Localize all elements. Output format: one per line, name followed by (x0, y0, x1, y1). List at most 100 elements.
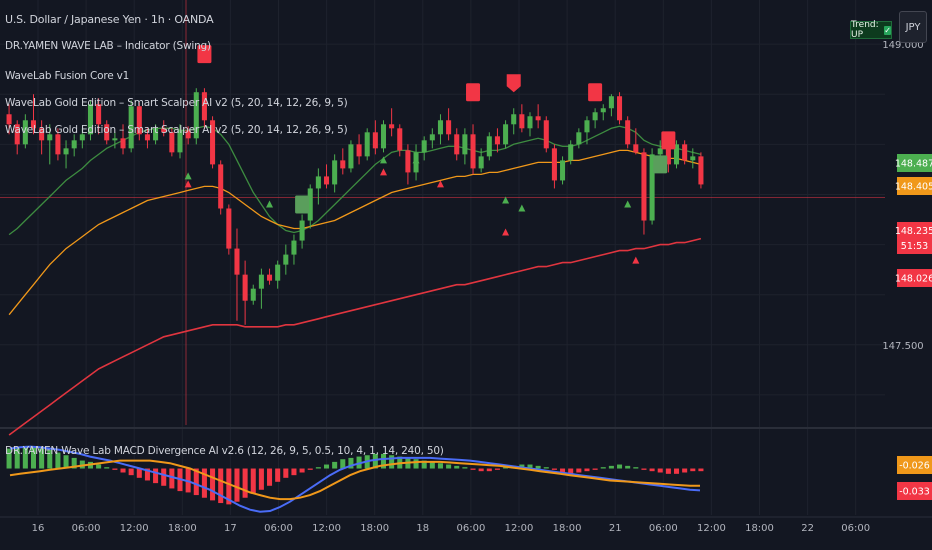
price-label: 148.405 (895, 177, 932, 195)
candle (307, 184, 313, 229)
macd-histogram-bar (503, 467, 509, 469)
candle (250, 284, 256, 305)
x-tick-label: 18:00 (168, 523, 197, 534)
candle (682, 140, 688, 165)
price-axis: 147.500 149.000 148.487 148.405 148.235 51:53… (882, 40, 932, 500)
candle (690, 148, 696, 169)
signal-marker-sell-tri (632, 256, 640, 264)
candle (649, 148, 655, 225)
indicator-legend-3[interactable]: WaveLab Gold Edition – Smart Scalper AI … (5, 97, 348, 109)
macd-histogram-bar (299, 468, 305, 473)
candle (372, 120, 378, 155)
macd-histogram-bar (617, 464, 623, 469)
candle (429, 128, 435, 149)
macd-legend[interactable]: DR.YAMEN Wave Lab MACD Divergence AI v2.… (5, 445, 444, 457)
x-tick-label: 18 (416, 523, 429, 534)
chart-grid (0, 0, 932, 518)
x-tick-label: 18:00 (553, 523, 582, 534)
macd-histogram-bar (79, 460, 85, 469)
candle (6, 104, 12, 135)
candlesticks (6, 88, 704, 325)
signal-marker-sell-tri (436, 180, 444, 188)
macd-histogram-bar (210, 468, 216, 501)
candle (153, 124, 159, 145)
candle (462, 128, 468, 165)
x-tick-label: 12:00 (120, 523, 149, 534)
candle (63, 140, 69, 169)
macd-histogram-bar (6, 448, 12, 469)
svg-text:148.405: 148.405 (895, 182, 932, 193)
candle (299, 214, 305, 249)
macd-histogram-bar (421, 460, 427, 469)
candle (527, 112, 533, 137)
macd-histogram-bar (218, 468, 224, 504)
x-tick-label: 18:00 (745, 523, 774, 534)
candle (600, 104, 606, 121)
macd-histogram-bar (690, 468, 696, 472)
macd-histogram-bar (47, 449, 53, 469)
indicator-legend-1[interactable]: DR.YAMEN WAVE LAB – Indicator (Swing) (5, 40, 211, 52)
candle (551, 144, 557, 189)
candle (486, 132, 492, 161)
macd-histogram-bar (673, 468, 680, 474)
macd-histogram-bar (649, 468, 655, 472)
candle (535, 104, 541, 129)
candle (315, 168, 321, 205)
signal-marker-sell-box (661, 131, 676, 150)
macd-histogram-bar (144, 468, 150, 481)
x-tick-label: 17 (224, 523, 237, 534)
candle (608, 94, 614, 117)
signal-marker-buy-tri (624, 200, 632, 208)
x-tick-label: 18:00 (360, 523, 389, 534)
candle (470, 124, 476, 175)
candle (275, 260, 281, 289)
candle (560, 156, 566, 185)
macd-histogram-bar (592, 468, 598, 470)
macd-histogram-bar (291, 468, 297, 476)
candle (96, 98, 102, 135)
macd-histogram-bar (226, 468, 232, 505)
macd-histogram-bar (120, 468, 126, 473)
candle (625, 116, 631, 149)
candle (120, 124, 126, 155)
candle (144, 128, 150, 149)
candle (478, 148, 484, 173)
candle (177, 124, 183, 159)
macd-histogram-bar (641, 468, 647, 470)
macd-histogram-bar (478, 468, 484, 472)
candle (446, 108, 452, 141)
macd-histogram-bar (39, 448, 45, 469)
candle (380, 120, 387, 153)
price-label: 148.026 (895, 269, 932, 287)
macd-histogram-bar (348, 457, 354, 469)
signal-markers (184, 45, 676, 264)
macd-histogram-bar (71, 457, 77, 469)
candle (47, 124, 53, 165)
candle (592, 108, 598, 129)
candle (389, 108, 395, 137)
chart-title: U.S. Dollar / Japanese Yen · 1h · OANDA (5, 13, 214, 26)
signal-marker-sell-pin (506, 74, 521, 93)
indicator-legend-4[interactable]: WaveLab Gold Edition – Smart Scalper AI … (5, 124, 348, 136)
macd-histogram-bar (657, 468, 663, 473)
candle (14, 120, 20, 155)
candle (519, 104, 525, 133)
candle (30, 94, 37, 135)
macd-histogram-bar (437, 463, 443, 469)
time-axis: 16 06:00 12:00 18:00 17 06:00 12:00 18:00 18 06:0… (32, 523, 870, 534)
x-tick-label: 06:00 (72, 523, 101, 534)
macd-histogram-bar (584, 468, 590, 472)
macd-histogram-bar (698, 468, 704, 472)
current-price-label: 148.235 51:53 (895, 222, 932, 254)
candle (397, 124, 403, 157)
signal-marker-sell-tri (502, 228, 510, 236)
currency-button[interactable]: JPY (899, 11, 927, 43)
candle (332, 154, 338, 193)
indicator-legend-2[interactable]: WaveLab Fusion Core v1 (5, 70, 130, 82)
candle (258, 268, 264, 309)
candle (421, 136, 427, 161)
candle (283, 244, 289, 275)
x-tick-label: 06:00 (456, 523, 485, 534)
macd-histogram-bar (55, 452, 61, 469)
